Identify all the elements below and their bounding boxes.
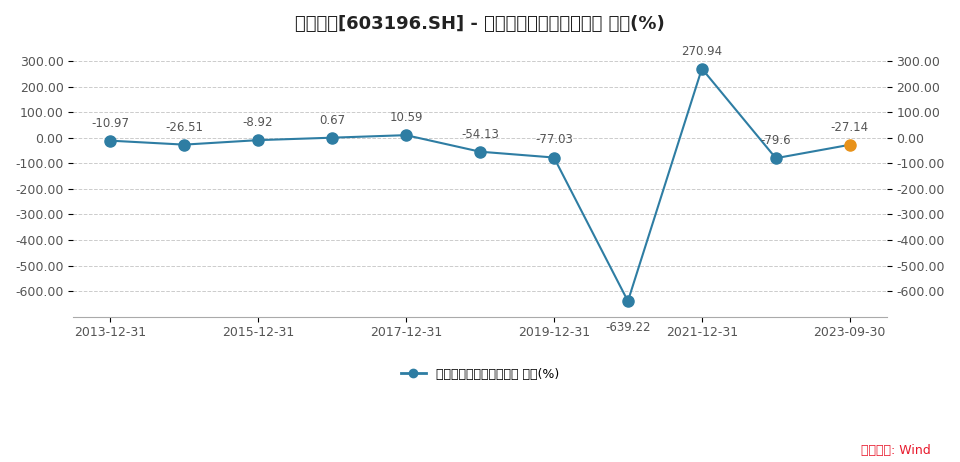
Text: -639.22: -639.22 bbox=[605, 321, 651, 334]
Text: 0.67: 0.67 bbox=[319, 114, 346, 127]
Text: 10.59: 10.59 bbox=[390, 111, 422, 124]
Text: -27.14: -27.14 bbox=[830, 121, 869, 134]
Text: -10.97: -10.97 bbox=[91, 116, 130, 129]
Text: -26.51: -26.51 bbox=[165, 121, 204, 134]
Text: -79.6: -79.6 bbox=[760, 134, 791, 147]
Text: 数据来源: Wind: 数据来源: Wind bbox=[861, 444, 931, 457]
Text: 270.94: 270.94 bbox=[682, 44, 723, 58]
Legend: 归属母公司股东的净利润 同比(%): 归属母公司股东的净利润 同比(%) bbox=[396, 363, 564, 386]
Text: -54.13: -54.13 bbox=[461, 128, 499, 140]
Title: 日播时尚[603196.SH] - 归属母公司股东的净利润 同比(%): 日播时尚[603196.SH] - 归属母公司股东的净利润 同比(%) bbox=[295, 15, 665, 33]
Text: -8.92: -8.92 bbox=[243, 116, 274, 129]
Text: -77.03: -77.03 bbox=[535, 134, 573, 146]
